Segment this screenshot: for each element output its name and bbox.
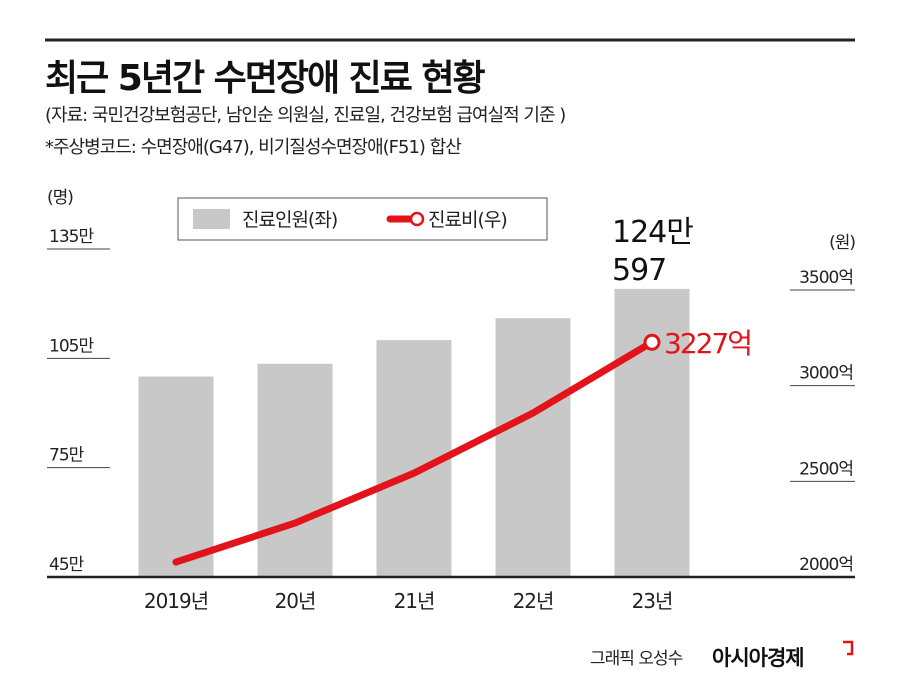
right-tick-label: 2500억: [799, 459, 853, 479]
bar-annotation-line2: 597: [612, 253, 666, 288]
x-tick-label: 21년: [394, 589, 435, 613]
page-title: 최근 5년간 수면장애 진료 현황: [45, 58, 486, 99]
right-tick-label: 2000억: [799, 555, 853, 575]
legend-line-marker: [409, 211, 425, 227]
legend-line-label: 진료비(우): [428, 209, 507, 231]
line-end-marker: [643, 333, 661, 351]
bar-annotation-line1: 124만: [612, 215, 693, 250]
x-tick-label: 23년: [632, 589, 673, 613]
right-axis-unit: (원): [829, 233, 855, 253]
brand-logo-icon: [843, 640, 854, 656]
source-note: (자료: 국민건강보험공단, 남인순 의원실, 진료일, 건강보험 급여실적 기…: [45, 105, 565, 126]
legend-bar-swatch: [193, 209, 230, 229]
x-tick-label: 2019년: [144, 589, 208, 613]
bar: [257, 363, 333, 577]
cost-line: [172, 338, 656, 566]
bar: [138, 376, 214, 577]
right-tick-label: 3500억: [799, 268, 853, 288]
code-note: *주상병코드: 수면장애(G47), 비기질성수면장애(F51) 합산: [45, 137, 461, 158]
legend: 진료인원(좌) 진료비(우): [177, 197, 548, 241]
x-tick-label: 22년: [513, 589, 554, 613]
footer-credit: 그래픽 오성수: [590, 649, 683, 669]
left-tick-label: 75만: [49, 446, 85, 466]
x-tick-label: 20년: [275, 589, 316, 613]
footer-brand: 아시아경제: [712, 646, 804, 670]
left-tick-label: 105만: [49, 336, 94, 356]
legend-bar-label: 진료인원(좌): [242, 209, 337, 231]
left-tick-label: 135만: [49, 227, 94, 247]
line-annotation: 3227억: [664, 327, 751, 360]
legend-box: [177, 197, 548, 241]
left-tick-label: 45만: [49, 555, 85, 575]
right-tick-label: 3000억: [799, 364, 853, 384]
bar: [495, 318, 571, 577]
left-axis-unit: (명): [47, 188, 73, 208]
